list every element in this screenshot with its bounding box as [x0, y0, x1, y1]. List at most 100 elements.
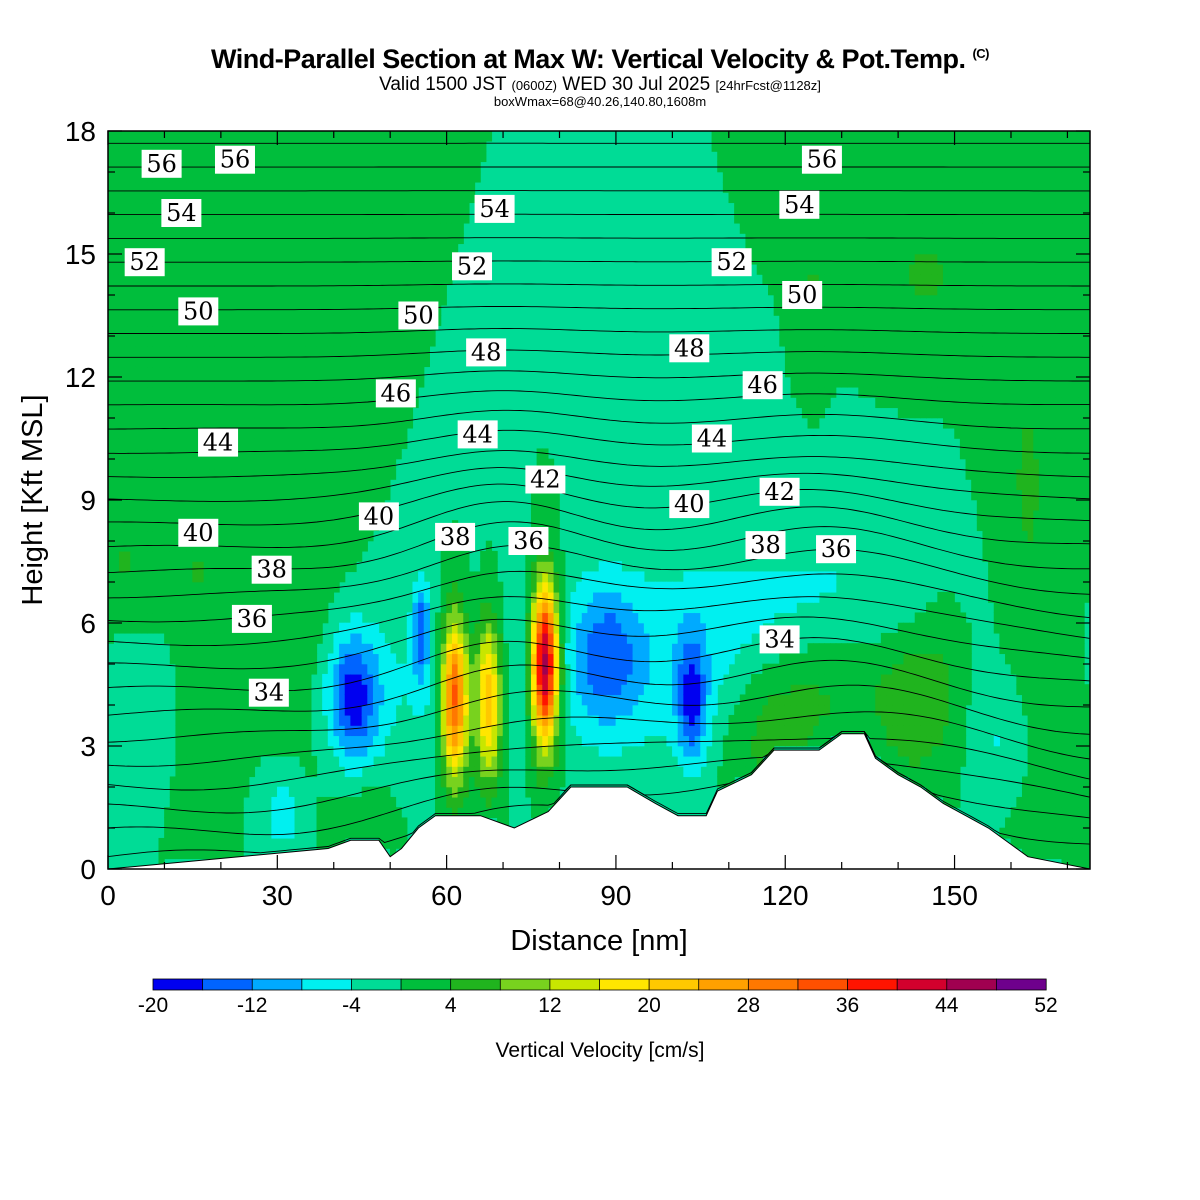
velocity-cell: [231, 345, 239, 357]
velocity-cell: [333, 407, 340, 419]
velocity-cell: [237, 325, 244, 337]
velocity-cell: [807, 253, 814, 265]
velocity-cell: [152, 345, 160, 357]
velocity-cell: [700, 591, 707, 603]
velocity-cell: [305, 171, 312, 183]
velocity-cell: [197, 417, 205, 429]
velocity-cell: [356, 192, 363, 204]
velocity-cell: [751, 612, 758, 624]
velocity-cell: [446, 581, 453, 593]
velocity-cell: [418, 602, 425, 614]
velocity-cell: [322, 581, 329, 593]
velocity-cell: [666, 735, 673, 747]
velocity-cell: [158, 356, 165, 368]
velocity-cell: [310, 520, 318, 532]
velocity-cell: [593, 653, 600, 665]
velocity-cell: [226, 253, 233, 265]
velocity-cell: [277, 796, 284, 808]
velocity-cell: [412, 673, 419, 685]
velocity-cell: [209, 848, 216, 860]
velocity-cell: [672, 632, 679, 644]
velocity-cell: [734, 725, 741, 737]
velocity-cell: [474, 714, 481, 726]
velocity-cell: [773, 591, 780, 603]
velocity-cell: [316, 397, 323, 409]
velocity-cell: [130, 581, 137, 593]
velocity-cell: [231, 530, 239, 542]
velocity-cell: [316, 509, 323, 521]
velocity-cell: [717, 653, 724, 665]
velocity-cell: [553, 714, 560, 726]
velocity-cell: [547, 725, 555, 737]
velocity-cell: [378, 704, 385, 716]
velocity-cell: [807, 376, 814, 388]
velocity-cell: [282, 274, 289, 286]
velocity-cell: [773, 694, 780, 706]
velocity-cell: [609, 704, 617, 716]
velocity-cell: [536, 684, 543, 696]
velocity-cell: [175, 489, 182, 501]
velocity-cell: [288, 356, 295, 368]
velocity-cell: [435, 673, 442, 685]
velocity-cell: [152, 222, 160, 234]
velocity-cell: [474, 684, 481, 696]
velocity-cell: [739, 131, 747, 142]
velocity-cell: [350, 294, 357, 306]
velocity-cell: [451, 151, 459, 163]
velocity-cell: [181, 581, 188, 593]
velocity-cell: [226, 417, 233, 429]
velocity-cell: [248, 643, 256, 655]
velocity-cell: [457, 776, 464, 788]
velocity-cell: [423, 294, 430, 306]
velocity-cell: [536, 561, 543, 573]
velocity-cell: [356, 807, 363, 819]
velocity-cell: [316, 386, 323, 398]
velocity-cell: [711, 663, 718, 675]
velocity-cell: [615, 684, 622, 696]
velocity-cell: [310, 427, 318, 439]
velocity-cell: [237, 591, 244, 603]
velocity-cell: [779, 684, 786, 696]
velocity-cell: [440, 253, 447, 265]
velocity-cell: [141, 468, 148, 480]
velocity-cell: [587, 622, 594, 634]
velocity-cell: [344, 499, 351, 511]
velocity-cell: [361, 684, 368, 696]
velocity-cell: [626, 602, 634, 614]
velocity-cell: [175, 325, 182, 337]
velocity-cell: [288, 735, 295, 747]
velocity-cell: [401, 263, 408, 275]
velocity-cell: [203, 776, 210, 788]
velocity-cell: [271, 131, 278, 142]
velocity-cell: [756, 253, 763, 265]
velocity-cell: [694, 755, 701, 767]
velocity-cell: [248, 458, 256, 470]
velocity-cell: [293, 376, 301, 388]
velocity-cell: [333, 386, 340, 398]
velocity-cell: [649, 714, 656, 726]
velocity-cell: [181, 335, 188, 347]
velocity-cell: [271, 376, 278, 388]
velocity-cell: [356, 735, 363, 747]
velocity-cell: [587, 571, 594, 583]
velocity-cell: [779, 653, 786, 665]
velocity-cell: [570, 632, 577, 644]
velocity-cell: [350, 140, 357, 152]
velocity-cell: [339, 632, 346, 644]
velocity-cell: [152, 304, 160, 316]
velocity-cell: [333, 222, 340, 234]
velocity-cell: [350, 725, 357, 737]
velocity-cell: [158, 561, 165, 573]
velocity-cell: [310, 284, 318, 296]
velocity-cell: [243, 448, 250, 460]
velocity-cell: [440, 171, 447, 183]
velocity-cell: [401, 407, 408, 419]
velocity-cell: [784, 714, 792, 726]
velocity-cell: [756, 673, 763, 685]
velocity-cell: [181, 663, 188, 675]
velocity-cell: [243, 694, 250, 706]
velocity-cell: [169, 468, 177, 480]
velocity-cell: [197, 550, 205, 562]
velocity-cell: [186, 499, 193, 511]
velocity-cell: [186, 407, 193, 419]
